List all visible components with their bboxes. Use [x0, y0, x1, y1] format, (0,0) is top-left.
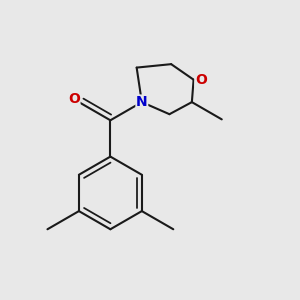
- Text: O: O: [195, 73, 207, 87]
- Text: O: O: [68, 92, 80, 106]
- Text: N: N: [136, 95, 148, 109]
